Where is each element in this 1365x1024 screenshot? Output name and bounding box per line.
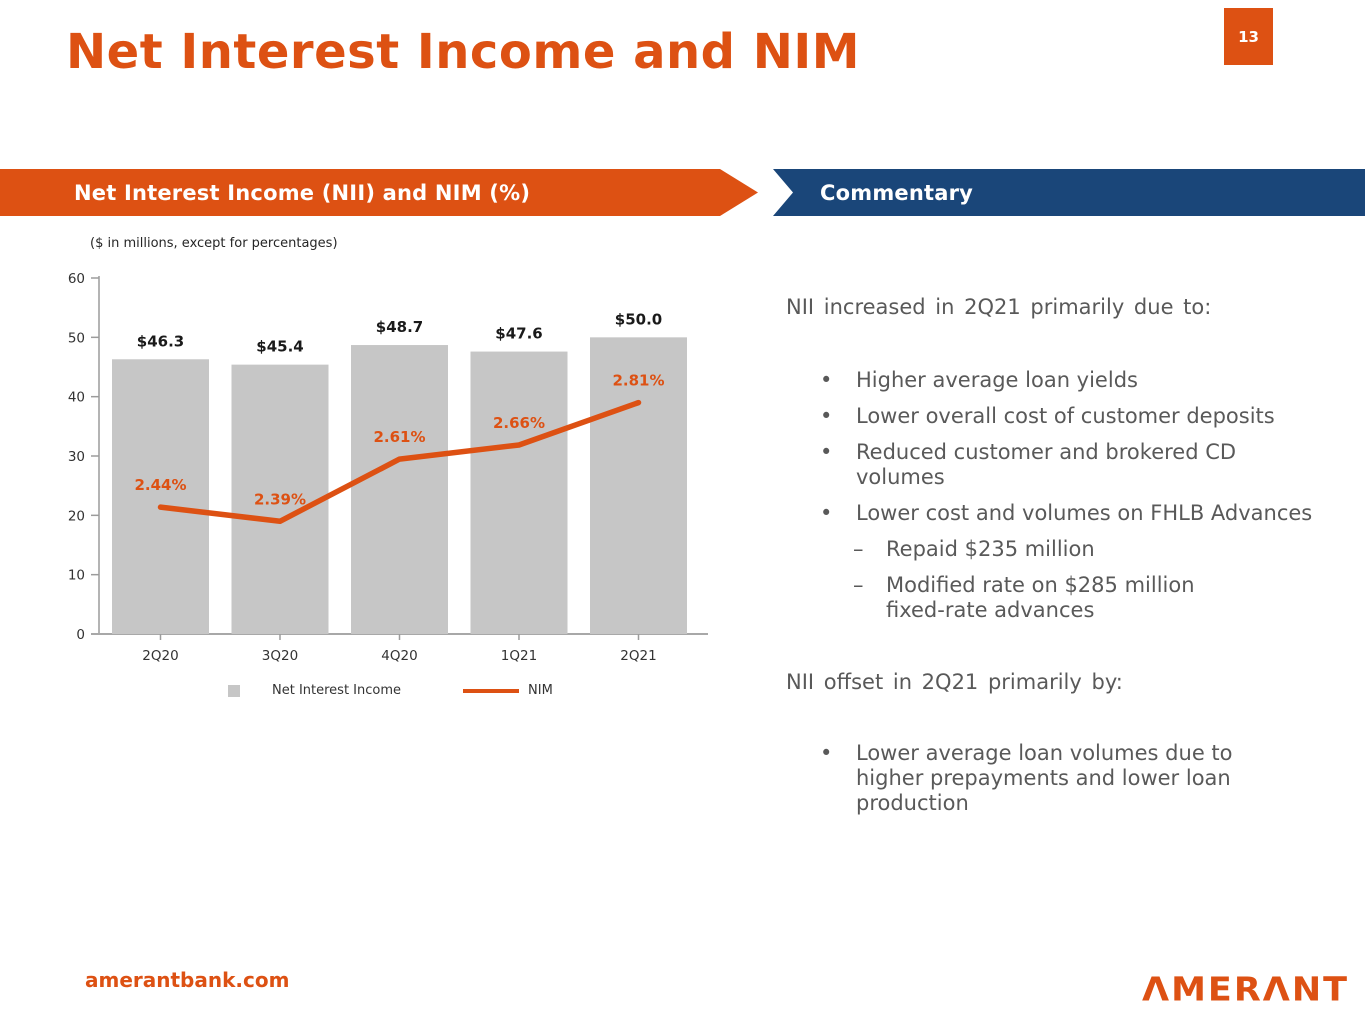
bullet-text: Reduced customer and brokered CD volumes — [856, 440, 1237, 489]
line-series-swatch-icon — [463, 688, 520, 693]
nii-nim-chart: 0 10 20 30 40 50 60 $46.3 2Q20 $45.4 3Q20 $48.7 4Q20… — [68, 271, 708, 664]
dash-icon — [853, 537, 886, 562]
sub-bullet-text: Repaid $235 million — [886, 537, 1095, 561]
nii-bar — [112, 359, 209, 634]
nim-value-label: 2.44% — [134, 476, 186, 494]
y-tick-label: 60 — [68, 271, 85, 287]
bar-series-legend-label: Net Interest Income — [272, 683, 402, 698]
bullet-icon — [820, 741, 856, 816]
x-tick-label: 3Q20 — [262, 648, 298, 664]
list-item: Modified rate on $285 million fixed-rate… — [786, 573, 1313, 623]
x-tick-label: 1Q21 — [501, 648, 537, 664]
bullet-icon — [820, 404, 856, 429]
sub-bullet-text: Modified rate on $285 million fixed-rate… — [886, 573, 1195, 622]
page-number: 13 — [1238, 27, 1259, 46]
bullet-text: Lower average loan volumes due to higher… — [856, 741, 1233, 815]
list-item: Reduced customer and brokered CD volumes — [786, 440, 1313, 490]
list-item: Lower overall cost of customer deposits — [786, 404, 1313, 429]
chart-units-note: ($ in millions, except for percentages) — [90, 236, 338, 251]
commentary-section-banner-label: Commentary — [820, 180, 974, 205]
chart-section-banner: Net Interest Income (NII) and NIM (%) — [0, 169, 758, 216]
bullet-text: Lower overall cost of customer deposits — [856, 404, 1275, 428]
y-tick-label: 50 — [68, 330, 85, 346]
commentary-section-banner: Commentary — [773, 169, 1365, 216]
chart-legend: Net Interest Income NIM — [228, 683, 553, 698]
nim-line — [157, 399, 642, 525]
y-tick-label: 30 — [68, 449, 85, 465]
line-series-legend-label: NIM — [528, 683, 553, 698]
bar-value-label: $45.4 — [256, 338, 303, 356]
commentary-heading-offset: NII offset in 2Q21 primarily by: — [786, 670, 1123, 694]
y-tick-label: 10 — [68, 568, 85, 584]
dash-icon — [853, 573, 886, 623]
commentary-panel: NII increased in 2Q21 primarily due to: … — [786, 295, 1313, 827]
y-tick-label: 0 — [76, 627, 85, 643]
chart-section-banner-label: Net Interest Income (NII) and NIM (%) — [74, 180, 531, 205]
x-tick-label: 2Q20 — [142, 648, 178, 664]
fhlb-sub-list: Repaid $235 million Modified rate on $28… — [786, 537, 1313, 623]
amerant-logo: ΛMERΛNT — [1142, 971, 1350, 1009]
nim-value-label: 2.61% — [373, 428, 425, 446]
commentary-heading-increase: NII increased in 2Q21 primarily due to: — [786, 295, 1212, 319]
y-tick-label: 40 — [68, 390, 85, 406]
bullet-text: Higher average loan yields — [856, 368, 1138, 392]
bullet-icon — [820, 501, 856, 526]
offset-bullet-list: Lower average loan volumes due to higher… — [786, 741, 1313, 816]
nim-value-label: 2.81% — [612, 372, 664, 390]
bar-value-label: $46.3 — [137, 332, 184, 350]
page-number-badge: 13 — [1224, 8, 1273, 65]
bullet-text: Lower cost and volumes on FHLB Advances — [856, 501, 1313, 525]
list-item: Lower average loan volumes due to higher… — [786, 741, 1313, 816]
x-tick-label: 4Q20 — [381, 648, 417, 664]
bullet-icon — [820, 440, 856, 490]
page-title: Net Interest Income and NIM — [66, 24, 861, 80]
bar-value-label: $50.0 — [615, 310, 662, 328]
bar-series-swatch-icon — [228, 684, 240, 697]
nii-bar — [231, 364, 329, 634]
list-item: Higher average loan yields — [786, 368, 1313, 393]
nim-value-label: 2.39% — [254, 490, 306, 508]
increase-bullet-list: Higher average loan yields Lower overall… — [786, 368, 1313, 526]
nii-bar — [351, 345, 448, 634]
nii-bar — [470, 351, 568, 634]
website-link[interactable]: amerantbank.com — [85, 968, 290, 992]
bar-value-label: $48.7 — [376, 318, 423, 336]
y-tick-label: 20 — [68, 508, 85, 524]
x-tick-label: 2Q21 — [620, 648, 656, 664]
nim-value-label: 2.66% — [493, 414, 545, 432]
nii-bar — [590, 337, 687, 634]
list-item: Lower cost and volumes on FHLB Advances — [786, 501, 1313, 526]
list-item: Repaid $235 million — [786, 537, 1313, 562]
bullet-icon — [820, 368, 856, 393]
bar-value-label: $47.6 — [495, 325, 542, 343]
